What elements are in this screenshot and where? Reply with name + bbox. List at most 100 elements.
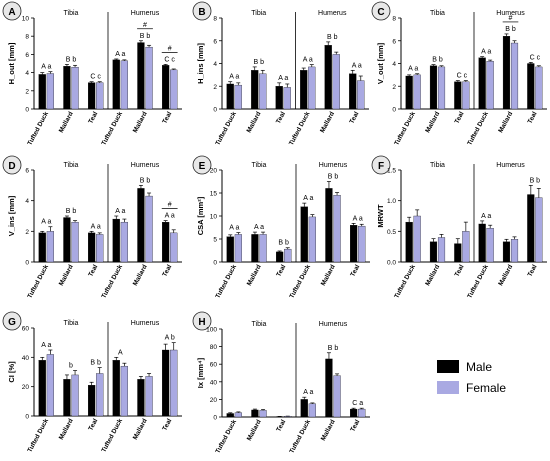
bar-male [478,57,486,110]
x-tick-label: Mallard [424,111,441,134]
significance-letters: A a [229,225,239,232]
bar-male [112,360,120,417]
bar-female [332,54,340,110]
bar-female [46,231,54,263]
bar-female [535,197,543,263]
bar-female [283,87,291,110]
group-title-tibia: Tibia [64,162,79,169]
x-tick-label: Tufted Duck [27,417,51,453]
group-title-tibia: Tibia [252,321,267,328]
bar-male [162,349,170,417]
group-title-humerus: Humerus [319,162,348,169]
bar-male [300,399,308,418]
y-tick-label: 20 [210,397,218,404]
bar-female [437,237,446,263]
x-tick-label: Mallard [132,264,149,287]
bar-male [502,36,511,110]
x-tick-label: Mallard [132,111,149,134]
x-tick-label: Tufted Duck [289,263,313,299]
group-title-tibia: Tibia [64,320,79,327]
significance-letters: B b [530,177,541,184]
x-tick-label: Teal [161,417,173,432]
bar-female [234,84,242,110]
x-tick-label: Mallard [246,419,263,442]
bar-male [38,360,46,417]
panel-letter: E [199,161,206,172]
panel-letter-circle [371,155,391,175]
x-tick-label: Teal [348,110,360,125]
panel-letter: B [198,7,205,18]
significance-letters: B b [66,56,77,63]
bar-female [96,82,104,110]
y-tick-label: 8 [392,16,396,23]
x-tick-label: Tufted Duck [289,418,313,454]
bar-male [63,66,71,110]
y-tick-label: 60 [210,362,218,369]
x-tick-label: Tufted Duck [27,263,51,299]
significance-letters: A a [115,208,125,215]
bar-male [300,70,308,110]
y-tick-label: 80 [210,344,218,351]
x-tick-label: Teal [87,417,99,432]
chart-panel-f: F Tibia Humerus 0.0 0.5 1.0 1.5 MRWT Tufted Duck… [371,155,547,300]
x-tick-label: Tufted Duck [101,110,125,146]
bar-male [429,241,438,263]
significance-letters: A a [352,62,362,69]
y-tick-label: 2 [25,229,29,236]
legend-swatch-female [437,381,459,394]
legend-label-female: Female [466,381,506,395]
y-tick-label: 8 [25,34,29,41]
bar-female [462,81,470,110]
bar-male [478,223,486,263]
bar-female [284,248,292,263]
bar-female [96,234,104,263]
x-tick-label: Teal [527,263,539,278]
y-tick-label: 40 [22,355,30,362]
bar-male [112,59,120,110]
bar-female [308,403,316,418]
significance-letters: A a [303,389,313,396]
significance-letters: B b [90,360,101,367]
bar-female [333,195,341,263]
bar-female [71,374,79,417]
significance-letters: C c [90,74,101,81]
bar-female [358,408,366,418]
bar-female [170,349,178,417]
y-axis-label: CI [%] [7,361,16,383]
bar-female [120,60,128,110]
y-tick-label: 6 [392,38,396,45]
significance-letters: A a [91,223,101,230]
significance-letters: B b [432,57,443,64]
x-tick-label: Tufted Duck [393,110,417,146]
x-tick-label: Tufted Duck [101,417,125,453]
panel-letter-circle [2,311,22,331]
chart-panel-g: G Tibia Humerus 0 20 40 60 CI [%] A a Tufted Duck… [2,311,182,454]
bar-female [234,412,242,418]
y-tick-label: 4 [392,61,396,68]
y-tick-label: 2 [392,84,396,91]
bar-male [325,188,333,263]
x-tick-label: Mallard [58,264,75,287]
bar-male [527,194,535,263]
group-title-tibia: Tibia [251,10,266,17]
bar-female [71,66,79,110]
group-title-tibia: Tibia [252,162,267,169]
significance-letters: A a [408,66,418,73]
bar-female [170,69,178,110]
y-axis-label: H_ins [mm] [196,43,205,84]
bar-male [405,221,413,263]
x-tick-label: Teal [454,110,466,125]
x-tick-label: Tufted Duck [466,263,490,299]
bar-female [120,221,128,263]
x-tick-label: Teal [87,263,99,278]
y-tick-label: 15 [210,191,218,198]
significance-letters: A a [165,213,175,220]
chart-panel-a: A Tibia Humerus 0 2 4 6 8 10 H_out [mm] A a Tufted … [2,1,182,147]
x-tick-label: Mallard [246,264,263,287]
x-tick-label: Teal [349,418,361,433]
bar-male [162,221,170,263]
bar-male [63,379,71,417]
significance-letters: B b [328,174,339,181]
group-title-humerus: Humerus [131,10,160,17]
bar-male [350,225,358,263]
